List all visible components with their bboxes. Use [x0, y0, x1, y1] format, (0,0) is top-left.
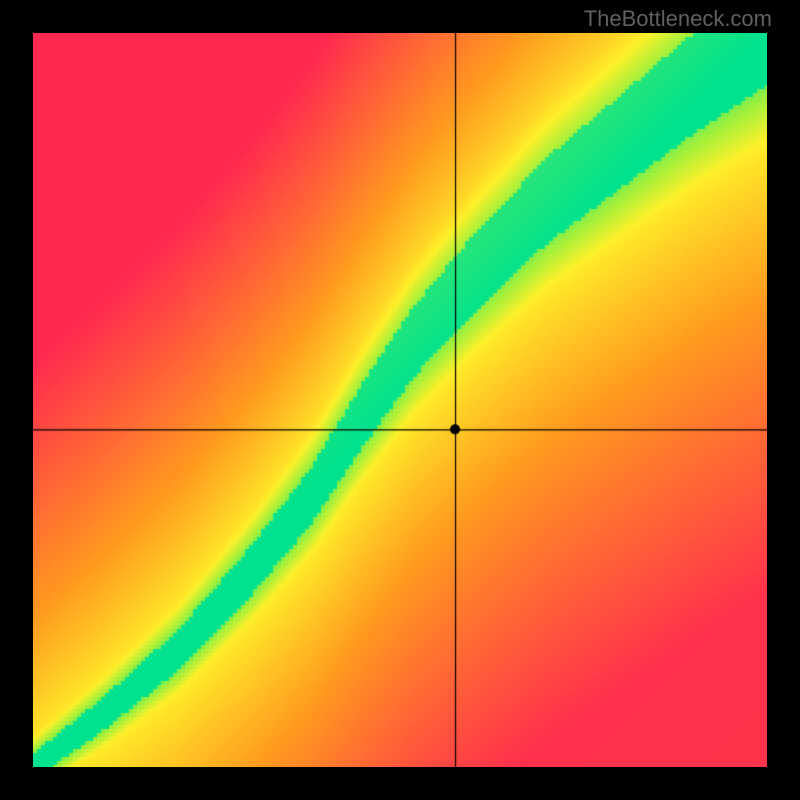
watermark-text: TheBottleneck.com [584, 6, 772, 32]
heatmap-canvas [33, 33, 767, 767]
bottleneck-heatmap [33, 33, 767, 767]
